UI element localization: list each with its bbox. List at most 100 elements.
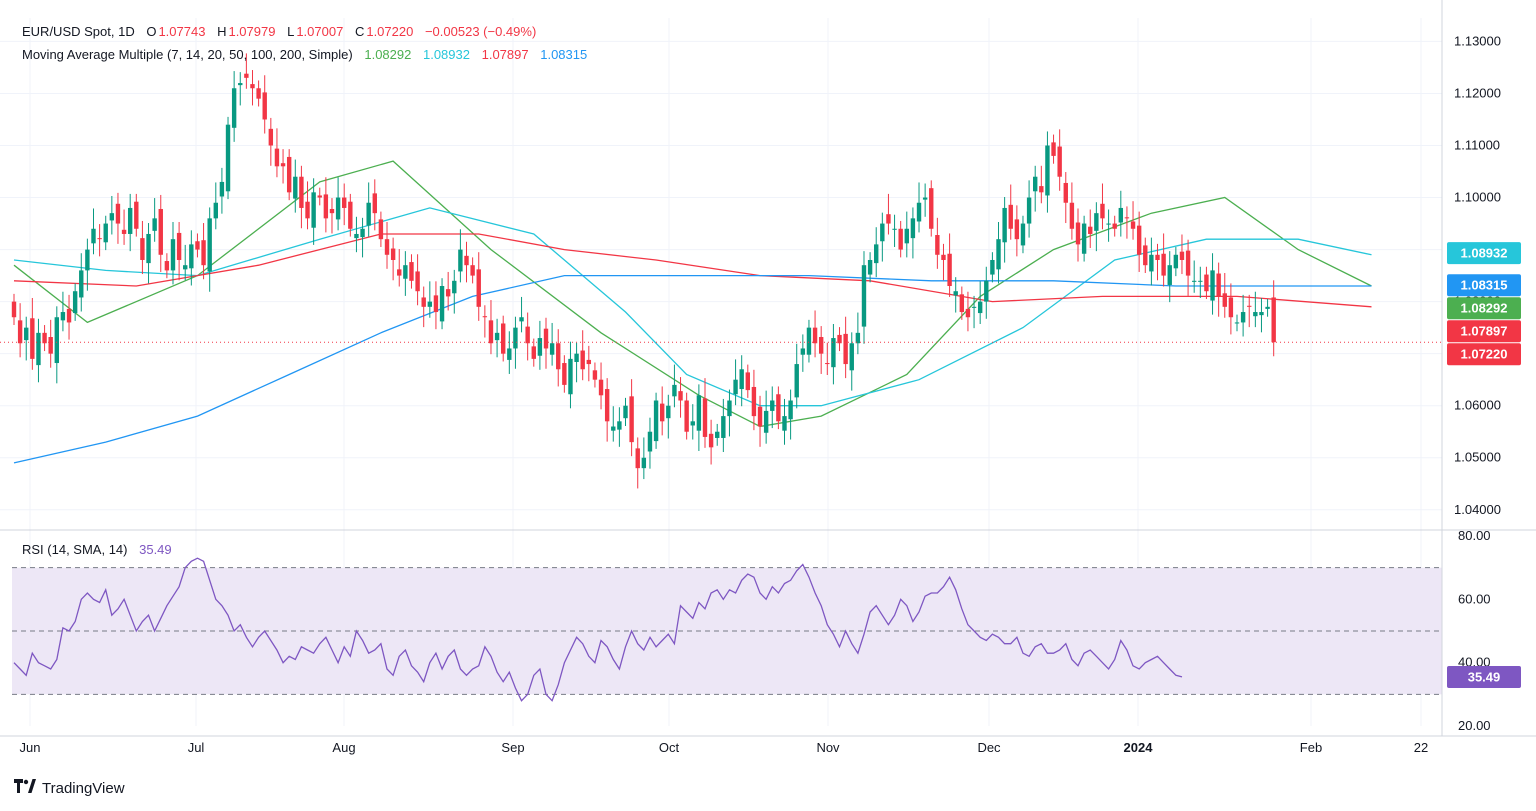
rsi-badge: [1447, 665, 1521, 688]
candle-body: [384, 239, 390, 255]
price-tick-label: 1.11000: [1454, 138, 1500, 153]
candle-body: [262, 92, 267, 120]
candle-body: [24, 327, 29, 341]
candle-body: [941, 254, 946, 260]
candle-body: [158, 208, 163, 255]
ma-line-ma-7: [13, 160, 1372, 428]
candle-body: [476, 269, 481, 307]
ma-title[interactable]: Moving Average Multiple (7, 14, 20, 50, …: [22, 47, 353, 62]
price-badge-label: 1.07897: [1461, 324, 1508, 339]
candle-body: [415, 271, 420, 292]
candle-body: [763, 410, 769, 433]
candle-body: [354, 233, 359, 239]
candle-body: [1081, 223, 1087, 254]
candle-body: [739, 369, 744, 390]
candle-body: [818, 337, 824, 354]
ma-value-4: 1.08315: [540, 47, 588, 62]
candle-body: [305, 201, 310, 219]
candle-body: [360, 228, 365, 238]
candle-body: [427, 301, 433, 307]
candle-body: [458, 249, 463, 272]
candle-body: [1210, 270, 1215, 301]
ma-legend: Moving Average Multiple (7, 14, 20, 50, …: [22, 47, 589, 62]
candle-body: [788, 400, 793, 420]
candle-body: [127, 207, 133, 234]
rsi-tick-label: 20.00: [1458, 718, 1491, 733]
candle-body: [1057, 146, 1062, 177]
rsi-title[interactable]: RSI (14, SMA, 14): [22, 542, 128, 557]
candle-body: [60, 312, 66, 321]
candle-body: [372, 193, 377, 214]
candle-body: [494, 332, 500, 341]
candle-body: [66, 308, 72, 323]
candle-body: [1271, 297, 1276, 343]
candle-body: [886, 214, 891, 224]
candle-body: [1130, 221, 1136, 229]
candle-body: [256, 88, 261, 99]
candle-body: [146, 233, 151, 264]
candle-body: [366, 202, 371, 226]
candle-body: [537, 338, 543, 356]
candle-body: [1228, 297, 1234, 318]
candle-body: [329, 208, 335, 214]
rsi-tick-label: 80.00: [1458, 528, 1491, 543]
candle-body: [470, 265, 475, 276]
high-value: 1.07979: [228, 24, 276, 39]
candle-body: [97, 238, 102, 240]
candle-body: [1222, 293, 1227, 307]
candle-body: [770, 400, 775, 411]
candle-body: [959, 294, 965, 313]
candle-body: [72, 291, 78, 314]
candle-body: [433, 295, 439, 313]
candle-body: [1118, 207, 1124, 223]
time-tick-label: Sep: [501, 740, 524, 755]
candle-body: [1143, 245, 1148, 266]
candle-body: [549, 343, 555, 355]
candle-body: [1265, 306, 1270, 309]
candle-body: [225, 124, 231, 192]
candle-body: [825, 363, 830, 365]
candle-body: [1051, 142, 1056, 156]
candle-body: [1234, 322, 1240, 324]
candle-body: [1216, 273, 1221, 297]
candle-body: [543, 328, 549, 349]
candle-body: [659, 403, 665, 422]
candle-body: [1149, 254, 1154, 272]
candle-body: [1259, 312, 1264, 316]
candle-body: [592, 370, 598, 380]
candle-body: [1247, 305, 1252, 307]
candle-body: [1088, 226, 1093, 234]
time-tick-label: Feb: [1300, 740, 1322, 755]
open-value: 1.07743: [158, 24, 206, 39]
candle-body: [348, 201, 353, 229]
ohlc-legend: EUR/USD Spot, 1D O 1.07743 H 1.07979 L 1.07…: [22, 24, 538, 39]
candle-body: [653, 400, 659, 442]
candle-body: [996, 239, 1001, 270]
candle-body: [678, 391, 683, 401]
candle-body: [782, 416, 787, 431]
symbol-label[interactable]: EUR/USD Spot, 1D: [22, 24, 135, 39]
tradingview-brand[interactable]: TradingView: [14, 779, 125, 798]
candle-body: [776, 394, 781, 422]
candle-body: [751, 386, 757, 417]
close-value: 1.07220: [366, 24, 414, 39]
candle-body: [299, 176, 304, 208]
candle-body: [219, 181, 225, 197]
candle-body: [1039, 186, 1044, 193]
candle-body: [1124, 217, 1130, 219]
candle-body: [880, 223, 885, 242]
candle-body: [286, 156, 292, 193]
candle-body: [11, 301, 17, 318]
candle-body: [715, 431, 720, 438]
candle-body: [806, 327, 812, 355]
candle-body: [525, 326, 530, 344]
candle-body: [580, 350, 585, 370]
candle-body: [445, 289, 451, 297]
price-badges: 1.08932 1.08315 1.08292 1.07897 1.07220 35.49: [1447, 242, 1521, 688]
candle-body: [898, 228, 903, 250]
candle-body: [647, 431, 653, 452]
candle-body: [984, 280, 989, 302]
candle-body: [1045, 145, 1050, 196]
candle-body: [708, 433, 714, 448]
candle-body: [482, 316, 488, 318]
